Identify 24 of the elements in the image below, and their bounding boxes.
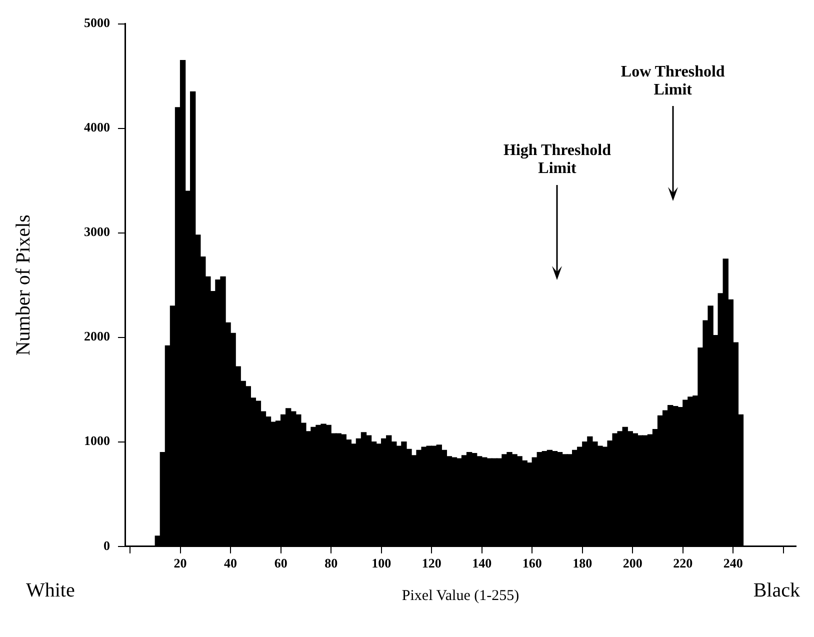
x-axis-title: Pixel Value (1-255): [402, 588, 520, 604]
x-tick-label: 180: [572, 556, 592, 571]
x-tick-label: 200: [622, 556, 642, 571]
x-tick-label: 240: [723, 556, 743, 571]
y-tick-label: 5000: [84, 15, 110, 30]
x-tick-label: 100: [372, 556, 392, 571]
text: White: [26, 579, 75, 602]
x-tick-label: 40: [224, 556, 238, 571]
x-tick-label: 140: [472, 556, 492, 571]
ref-line-label: High Threshold Limit: [504, 142, 612, 178]
ref-line-label: Low Threshold Limit: [620, 64, 725, 99]
x-tick-label: 160: [522, 556, 542, 571]
text: Black: [753, 579, 800, 602]
x-tick-label: 60: [274, 556, 288, 571]
x-tick-label: 20: [174, 556, 187, 571]
x-tick-label: 80: [324, 556, 338, 571]
y-tick-label: 4000: [84, 120, 110, 135]
y-tick-label: 2000: [84, 328, 110, 344]
x-tick-label: 120: [422, 556, 442, 571]
x-tick-label: 220: [673, 556, 693, 571]
y-axis-title: Number of Pixels: [12, 214, 34, 356]
y-tick-label: 0: [104, 538, 110, 553]
y-tick-label: 3000: [84, 224, 110, 240]
y-tick-label: 1000: [84, 433, 110, 448]
